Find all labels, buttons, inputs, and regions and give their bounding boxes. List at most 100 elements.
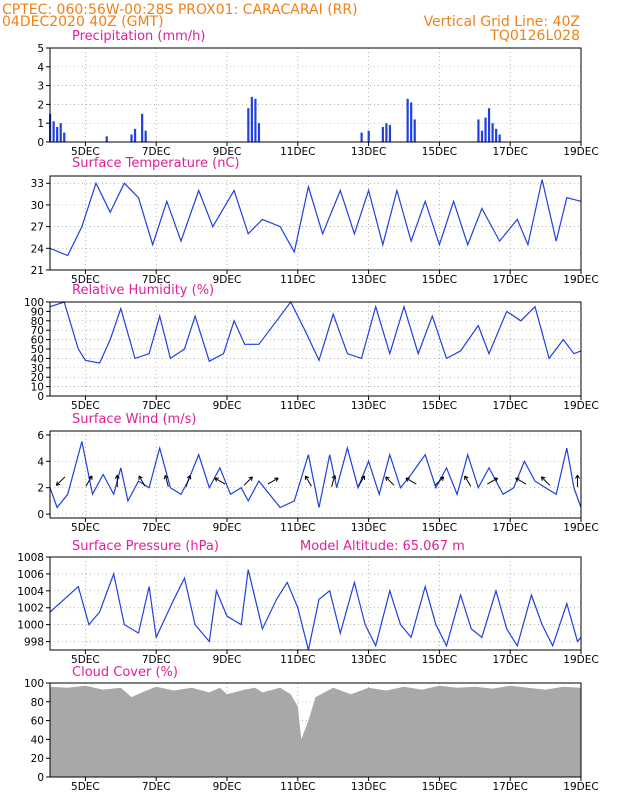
x-tick-label: 13DEC [351,274,386,286]
y-tick-label: 60 [31,716,44,728]
y-tick-label: 3 [37,81,44,93]
precip-bar [413,119,416,142]
series-line [49,569,582,651]
header-vertical-grid: Vertical Grid Line: 40Z [424,14,580,30]
y-tick-label: 80 [31,697,44,709]
temperature-panel: Surface Temperature (nC) 21 24 27 30 33 5DEC 7… [31,156,599,286]
precip-bar [254,98,257,142]
wind-arrow [243,476,253,486]
wind-arrow [434,476,445,486]
header-date: 04DEC2020 40Z (GMT) [2,14,164,30]
y-tick-label: 100 [24,297,44,309]
x-tick-label: 17DEC [492,400,527,412]
precip-bar [367,130,370,142]
precip-bar [56,126,59,142]
precip-bar [491,123,494,142]
plot-frame [49,47,582,143]
x-tick-label: 9DEC [213,522,242,534]
wind-arrow [487,477,499,485]
y-tick-label: 0 [37,137,44,149]
x-tick-label: 17DEC [492,654,527,666]
y-tick-label: 2 [37,483,44,495]
cloud-cover-panel: Cloud Cover (%) 0 20 40 60 80 100 5DEC 7DEC 9DEC… [24,665,599,793]
model-altitude-label: Model Altitude: 65.067 m [300,539,465,554]
wind-arrow [540,476,551,486]
y-tick-label: 21 [31,265,44,277]
x-tick-label: 19DEC [563,274,598,286]
y-tick-label: 33 [31,178,44,190]
y-tick-label: 1000 [17,620,44,632]
y-tick-label: 30 [31,200,44,212]
header-line1: CPTEC: 060:56W-00:28S PROX01: CARACARAI … [2,2,358,18]
x-tick-label: 15DEC [422,522,457,534]
y-tick-label: 80 [31,316,44,328]
wind-arrow [515,477,527,485]
y-tick-label: 20 [31,753,44,765]
precip-bar [495,128,498,142]
y-tick-label: 1002 [17,603,44,615]
precip-bar [105,136,108,142]
precip-bar [247,108,250,142]
y-tick-label: 24 [31,243,45,255]
y-tick-label: 30 [31,363,44,375]
precip-bar [144,130,147,142]
wind-arrow [138,475,146,487]
x-tick-label: 19DEC [563,654,598,666]
x-tick-label: 17DEC [492,274,527,286]
x-tick-label: 11DEC [280,146,315,158]
y-tick-label: 1004 [17,586,44,598]
x-tick-label: 15DEC [422,781,457,793]
y-tick-label: 70 [31,325,44,337]
temperature-title: Surface Temperature (nC) [72,156,240,171]
precip-bar [360,132,363,142]
y-tick-label: 60 [31,335,44,347]
x-tick-label: 19DEC [563,781,598,793]
cloud-cover-area [50,685,581,777]
precip-bar [385,123,388,142]
x-tick-label: 9DEC [213,274,242,286]
x-tick-label: 7DEC [142,522,171,534]
wind-arrow [163,474,169,488]
precip-bar [141,113,144,142]
precip-bar [406,98,409,142]
header-model-id: TQ0126L028 [489,28,580,44]
x-tick-label: 9DEC [213,781,242,793]
series-line [49,179,582,257]
precip-bar [388,125,392,142]
precip-bar [133,128,137,142]
precip-bar [250,96,253,142]
precip-bar [52,121,55,142]
x-tick-label: 5DEC [71,146,100,158]
x-tick-label: 11DEC [280,781,315,793]
x-tick-label: 5DEC [71,274,100,286]
wind-arrow [85,475,93,487]
wind-arrow [304,475,312,487]
y-tick-label: 1006 [17,569,44,581]
y-tick-label: 4 [37,456,44,468]
precip-bar [63,132,66,142]
wind-panel: Surface Wind (m/s) 0 2 4 6 5DEC 7DEC 9DEC 11DEC… [37,412,598,534]
y-tick-label: 40 [31,734,44,746]
wind-arrow [114,474,120,488]
x-tick-label: 7DEC [142,781,171,793]
y-tick-label: 40 [31,353,44,365]
precip-bar [484,117,487,142]
precip-bar [487,108,491,142]
wind-arrow [185,475,192,487]
x-tick-label: 9DEC [213,654,242,666]
wind-arrow [358,475,366,487]
y-tick-label: 4 [37,62,44,74]
y-tick-label: 5 [37,43,44,55]
x-tick-label: 17DEC [492,781,527,793]
y-tick-label: 10 [31,382,44,394]
x-tick-label: 19DEC [563,400,598,412]
y-tick-label: 0 [37,772,44,784]
x-tick-label: 13DEC [351,654,386,666]
plot-frame [49,556,582,651]
x-tick-label: 13DEC [351,400,386,412]
plot-frame [49,301,582,397]
precipitation-title: Precipitation (mm/h) [72,29,205,44]
precip-bar [480,130,484,142]
x-tick-label: 7DEC [142,146,171,158]
